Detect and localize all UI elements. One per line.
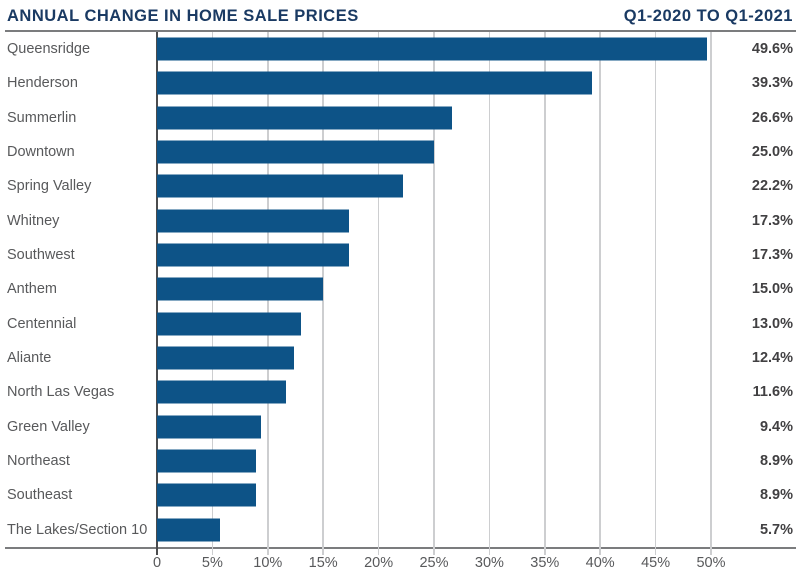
category-label: Anthem bbox=[7, 281, 57, 298]
bar-row: Anthem 15.0% bbox=[0, 272, 800, 306]
gridline bbox=[488, 32, 491, 547]
bar bbox=[157, 312, 302, 336]
category-label: Spring Valley bbox=[7, 178, 92, 195]
tick-mark bbox=[211, 547, 214, 555]
bar-row: North Las Vegas 11.6% bbox=[0, 375, 800, 409]
value-label: 9.4% bbox=[759, 418, 793, 435]
bar bbox=[157, 174, 403, 198]
value-label: 12.4% bbox=[751, 350, 793, 367]
bar-row: Downtown 25.0% bbox=[0, 135, 800, 169]
category-label: Summerlin bbox=[7, 109, 77, 126]
bar bbox=[157, 449, 256, 473]
bar-row: Green Valley 9.4% bbox=[0, 410, 800, 444]
category-label: Southeast bbox=[7, 487, 73, 504]
value-label: 8.9% bbox=[759, 487, 793, 504]
x-tick-label: 15% bbox=[308, 555, 338, 571]
bar-row: Aliante 12.4% bbox=[0, 341, 800, 375]
tick-mark bbox=[433, 547, 435, 555]
bar bbox=[157, 518, 221, 542]
bar bbox=[157, 37, 707, 61]
bar-row: Southwest 17.3% bbox=[0, 238, 800, 272]
value-label: 5.7% bbox=[759, 521, 793, 538]
bar bbox=[157, 140, 434, 164]
x-tick-label: 5% bbox=[201, 555, 223, 571]
category-label: The Lakes/Section 10 bbox=[7, 521, 148, 538]
tick-mark bbox=[156, 547, 159, 555]
category-label: Centennial bbox=[7, 315, 77, 332]
category-label: Green Valley bbox=[7, 418, 90, 435]
bar-row: Whitney 17.3% bbox=[0, 204, 800, 238]
category-label: Northeast bbox=[7, 453, 70, 470]
value-label: 26.6% bbox=[751, 109, 793, 126]
tick-mark bbox=[654, 547, 657, 555]
gridline bbox=[544, 32, 546, 547]
bar-row: Spring Valley 22.2% bbox=[0, 169, 800, 203]
x-tick-label: 20% bbox=[364, 555, 394, 571]
value-label: 11.6% bbox=[752, 384, 793, 401]
gridline bbox=[433, 32, 435, 547]
bar-row: The Lakes/Section 10 5.7% bbox=[0, 513, 800, 547]
bar-row: Summerlin 26.6% bbox=[0, 101, 800, 135]
value-label: 15.0% bbox=[751, 281, 793, 298]
value-label: 17.3% bbox=[751, 212, 793, 229]
tick-mark bbox=[544, 547, 546, 555]
gridline bbox=[654, 32, 657, 547]
bar-row: Centennial 13.0% bbox=[0, 307, 800, 341]
category-label: Aliante bbox=[7, 350, 52, 367]
plot-area: Queensridge 49.6% Henderson 39.3% Summerlin 2… bbox=[0, 32, 800, 547]
tick-mark bbox=[267, 547, 269, 555]
tick-mark bbox=[710, 547, 712, 555]
tick-mark bbox=[322, 547, 324, 555]
x-tick-label: 10% bbox=[253, 555, 283, 571]
tick-mark bbox=[599, 547, 601, 555]
value-label: 22.2% bbox=[751, 178, 793, 195]
bar bbox=[157, 106, 452, 130]
category-label: Queensridge bbox=[7, 41, 91, 58]
bar bbox=[157, 243, 349, 267]
x-axis-line bbox=[5, 547, 796, 549]
category-label: Southwest bbox=[7, 247, 75, 264]
bar bbox=[157, 380, 286, 404]
chart-header: ANNUAL CHANGE IN HOME SALE PRICES Q1-202… bbox=[7, 6, 793, 26]
category-label: Downtown bbox=[7, 144, 75, 161]
value-label: 39.3% bbox=[751, 75, 793, 92]
bar-row: Northeast 8.9% bbox=[0, 444, 800, 478]
gridline bbox=[599, 32, 601, 547]
bar bbox=[157, 346, 295, 370]
bar-row: Southeast 8.9% bbox=[0, 478, 800, 512]
gridline bbox=[322, 32, 324, 547]
x-tick-label: 40% bbox=[585, 555, 615, 571]
x-tick-label: 50% bbox=[696, 555, 726, 571]
value-label: 17.3% bbox=[751, 247, 793, 264]
bar bbox=[157, 483, 256, 507]
top-rule bbox=[5, 30, 796, 32]
bar bbox=[157, 415, 262, 439]
x-tick-label: 30% bbox=[474, 555, 504, 571]
bar bbox=[157, 209, 349, 233]
category-label: North Las Vegas bbox=[7, 384, 115, 401]
x-tick-label: 0 bbox=[152, 555, 162, 571]
x-tick-label: 45% bbox=[641, 555, 671, 571]
bar bbox=[157, 277, 324, 301]
bar bbox=[157, 71, 593, 95]
gridline bbox=[377, 32, 380, 547]
gridline bbox=[710, 32, 712, 547]
tick-mark bbox=[377, 547, 380, 555]
category-label: Whitney bbox=[7, 212, 60, 229]
value-label: 8.9% bbox=[759, 453, 793, 470]
bar-row: Queensridge 49.6% bbox=[0, 32, 800, 66]
x-tick-label: 25% bbox=[419, 555, 449, 571]
value-label: 13.0% bbox=[751, 315, 793, 332]
x-tick-label: 35% bbox=[530, 555, 560, 571]
tick-mark bbox=[488, 547, 491, 555]
category-label: Henderson bbox=[7, 75, 78, 92]
bar-row: Henderson 39.3% bbox=[0, 66, 800, 100]
chart-title: ANNUAL CHANGE IN HOME SALE PRICES bbox=[7, 6, 359, 25]
chart-period: Q1-2020 TO Q1-2021 bbox=[623, 6, 793, 25]
value-label: 49.6% bbox=[751, 41, 793, 58]
value-label: 25.0% bbox=[751, 144, 793, 161]
